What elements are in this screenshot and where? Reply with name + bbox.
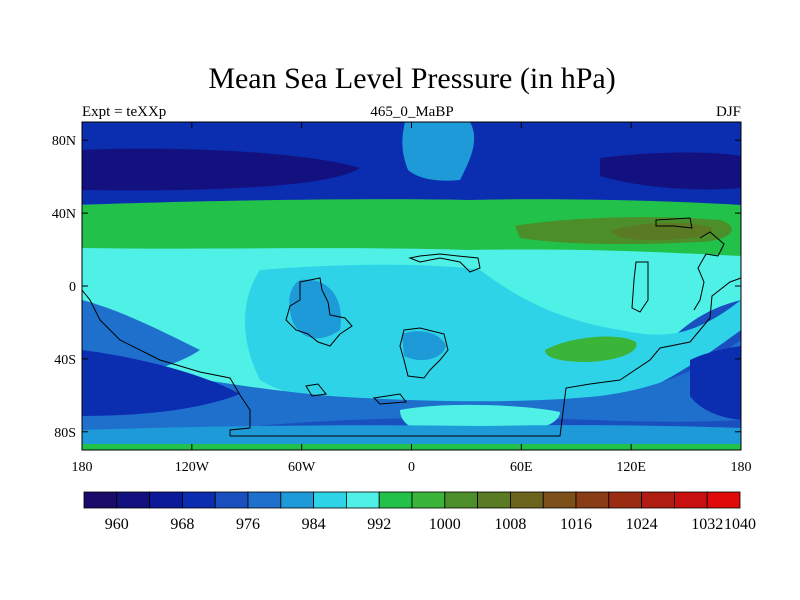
colorbar-label: 984 bbox=[302, 516, 326, 533]
coastline-antarctica-indian bbox=[230, 277, 742, 437]
colorbar-swatch bbox=[477, 491, 511, 509]
y-axis: 80N 40N 0 40S 80S bbox=[52, 134, 741, 441]
colorbar-swatch bbox=[149, 491, 183, 509]
colorbar-swatch bbox=[641, 491, 675, 509]
coastline-asia-plateau bbox=[655, 217, 693, 229]
north-siberia-low bbox=[600, 152, 741, 190]
pressure-field bbox=[82, 122, 741, 450]
colorbar-label: 1032 bbox=[691, 516, 723, 533]
x-tick-label: 120W bbox=[175, 460, 210, 475]
colorbar-swatch bbox=[706, 491, 741, 509]
tropics-1000 bbox=[245, 264, 741, 412]
colorbar-swatch bbox=[345, 491, 380, 509]
colorbar-swatch bbox=[181, 491, 216, 509]
africa-trough bbox=[402, 331, 446, 361]
colorbar-swatch bbox=[214, 491, 249, 509]
polar-ridge-996 bbox=[82, 425, 741, 450]
x-tick-label: 180 bbox=[72, 460, 93, 475]
colorbar-label: 1024 bbox=[626, 516, 658, 533]
colorbar-swatch bbox=[444, 491, 478, 509]
colorbar-swatch bbox=[280, 491, 314, 509]
y-tick-label: 40S bbox=[54, 353, 76, 368]
colorbar-swatch bbox=[247, 491, 282, 509]
colorbar-swatch bbox=[83, 491, 118, 509]
colorbar-swatch bbox=[509, 491, 544, 509]
colorbar-swatch bbox=[411, 491, 446, 509]
colorbar-swatch bbox=[116, 491, 151, 509]
coastline-india bbox=[631, 261, 649, 313]
colorbar: 960 968 976 984 992 1000 1008 1016 1024 1032 1040 bbox=[83, 491, 756, 533]
colorbar-label: 968 bbox=[170, 516, 194, 533]
x-axis: 180 120W 60W 0 60E 120E 180 bbox=[72, 122, 752, 475]
andes-trough bbox=[289, 279, 341, 339]
colorbar-label: 1040 bbox=[724, 516, 756, 533]
subtropical-ridge-1004 bbox=[82, 199, 741, 262]
coastline-east-asia bbox=[693, 231, 725, 311]
colorbar-swatch bbox=[313, 491, 347, 509]
coastline-south-america bbox=[285, 277, 353, 347]
colorbar-label: 976 bbox=[236, 516, 260, 533]
x-tick-label: 60W bbox=[288, 460, 316, 475]
colorbar-swatch bbox=[674, 491, 708, 509]
colorbar-swatch bbox=[378, 491, 413, 509]
x-tick-label: 0 bbox=[408, 460, 415, 475]
center-label: 465_0_MaBP bbox=[370, 104, 453, 120]
coastline-antarctic-peninsula bbox=[305, 383, 327, 397]
coastlines bbox=[81, 217, 742, 437]
colorbar-label: 1008 bbox=[494, 516, 526, 533]
southern-indian-low-976 bbox=[690, 346, 741, 420]
colorbar-label: 960 bbox=[105, 516, 129, 533]
colorbar-swatch bbox=[575, 491, 610, 509]
y-tick-label: 40N bbox=[52, 207, 76, 222]
north-atlantic-ridge bbox=[402, 122, 475, 181]
x-tick-label: 60E bbox=[510, 460, 533, 475]
coastline-africa bbox=[399, 327, 449, 379]
colorbar-label: 1000 bbox=[429, 516, 461, 533]
right-label: DJF bbox=[716, 104, 741, 120]
colorbar-swatch bbox=[608, 491, 642, 509]
coastline-south-atlantic-island bbox=[372, 393, 407, 405]
y-tick-label: 0 bbox=[69, 280, 76, 295]
colorbar-label: 992 bbox=[367, 516, 391, 533]
coastline-north-africa bbox=[408, 253, 481, 273]
chart-title: Mean Sea Level Pressure (in hPa) bbox=[208, 62, 615, 95]
x-tick-label: 120E bbox=[616, 460, 646, 475]
x-tick-label: 180 bbox=[731, 460, 752, 475]
colorbar-swatch bbox=[542, 491, 577, 509]
left-label: Expt = teXXp bbox=[82, 104, 166, 120]
coastline-west-antarctic bbox=[81, 289, 251, 436]
south-atlantic-high bbox=[545, 336, 637, 362]
southern-low-belt-980 bbox=[82, 340, 741, 440]
y-tick-label: 80N bbox=[52, 134, 76, 149]
north-pacific-low-962 bbox=[82, 148, 360, 191]
southern-pacific-low-972 bbox=[82, 350, 240, 416]
y-tick-label: 80S bbox=[54, 426, 76, 441]
colorbar-label: 1016 bbox=[560, 516, 592, 533]
